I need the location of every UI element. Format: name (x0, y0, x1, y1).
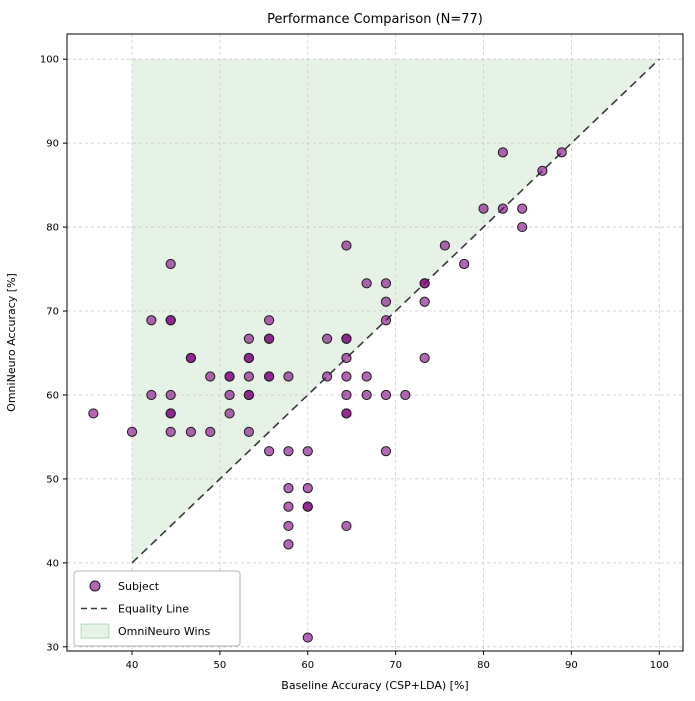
scatter-point (302, 446, 313, 457)
scatter-point (243, 352, 255, 364)
scatter-point (88, 408, 99, 419)
scatter-point (419, 352, 430, 364)
scatter-point (283, 520, 294, 532)
chart-title: Performance Comparison (N=77) (267, 12, 483, 27)
scatter-point (361, 389, 372, 401)
y-tick-label: 70 (46, 307, 59, 318)
x-tick-label: 40 (126, 660, 139, 671)
scatter-point (126, 426, 138, 438)
legend-label: Subject (118, 580, 160, 593)
scatter-point (400, 389, 411, 401)
scatter-point (185, 426, 197, 438)
y-tick-label: 60 (46, 390, 59, 401)
scatter-point (380, 446, 392, 457)
scatter-point (165, 389, 176, 401)
scatter-point (264, 333, 275, 344)
scatter-point (264, 315, 275, 326)
legend-label: OmniNeuro Wins (118, 625, 211, 638)
scatter-point (283, 501, 294, 512)
y-tick-label: 50 (46, 474, 59, 485)
legend-box (73, 570, 241, 647)
scatter-point (419, 296, 430, 307)
scatter-point (517, 221, 528, 233)
scatter-point (264, 446, 275, 457)
scatter-point (459, 258, 470, 270)
scatter-point (341, 240, 352, 251)
scatter-point (497, 203, 508, 214)
scatter-point (341, 389, 352, 401)
x-tick-label: 80 (477, 660, 490, 671)
scatter-point (283, 483, 294, 494)
scatter-point (224, 408, 235, 419)
scatter-point (341, 352, 352, 364)
scatter-point (302, 632, 313, 643)
scatter-point (224, 371, 235, 382)
y-tick-label: 100 (40, 55, 59, 66)
scatter-point (185, 352, 197, 364)
scatter-point (361, 371, 372, 382)
y-tick-label: 30 (46, 642, 59, 653)
scatter-point (341, 333, 352, 344)
scatter-point (243, 389, 255, 401)
x-axis-label: Baseline Accuracy (CSP+LDA) [%] (281, 679, 468, 692)
scatter-point (205, 426, 216, 438)
y-tick-label: 90 (46, 139, 59, 150)
scatter-point (380, 315, 392, 326)
x-tick-label: 100 (650, 660, 669, 671)
axes-frame (66, 33, 684, 652)
scatter-point (283, 371, 294, 382)
scatter-point (341, 520, 352, 532)
scatter-point (322, 371, 333, 382)
scatter-point (264, 371, 275, 382)
scatter-point (283, 446, 294, 457)
x-tick-label: 50 (214, 660, 227, 671)
scatter-point (302, 483, 313, 494)
scatter-point (380, 296, 392, 307)
scatter-point (224, 389, 235, 401)
x-tick-label: 90 (565, 660, 578, 671)
scatter-point (165, 315, 176, 326)
x-tick-label: 60 (301, 660, 314, 671)
legend: Subject Equality Line OmniNeuro Wins (73, 570, 241, 647)
y-tick-label: 40 (46, 558, 59, 569)
legend-wins-patch-icon (80, 623, 110, 639)
scatter-point (478, 203, 489, 214)
scatter-point (243, 426, 255, 438)
legend-label: Equality Line (118, 602, 189, 615)
scatter-point (146, 315, 157, 326)
scatter-point (146, 389, 157, 401)
scatter-point (380, 389, 392, 401)
legend-subject-marker-icon (89, 580, 101, 592)
equality-line (131, 58, 660, 564)
scatter-point (497, 147, 508, 158)
scatter-point (165, 426, 176, 438)
y-tick-label: 80 (46, 223, 59, 234)
scatter-point (165, 258, 176, 270)
scatter-point (556, 147, 567, 158)
scatter-point (322, 333, 333, 344)
scatter-point (537, 165, 548, 176)
scatter-point (517, 203, 528, 214)
scatter-point (341, 371, 352, 382)
scatter-point (419, 278, 430, 289)
scatter-point (361, 278, 372, 289)
scatter-point (283, 539, 294, 550)
scatter-point (439, 240, 450, 251)
scatter-point (380, 278, 392, 289)
scatter-point (341, 408, 352, 419)
y-axis-label: OmniNeuro Accuracy [%] (5, 273, 18, 412)
scatter-point (243, 371, 255, 382)
scatter-point (302, 501, 313, 512)
x-tick-label: 70 (389, 660, 402, 671)
scatter-point (165, 408, 176, 419)
scatter-point (205, 371, 216, 382)
scatter-point (243, 333, 255, 344)
